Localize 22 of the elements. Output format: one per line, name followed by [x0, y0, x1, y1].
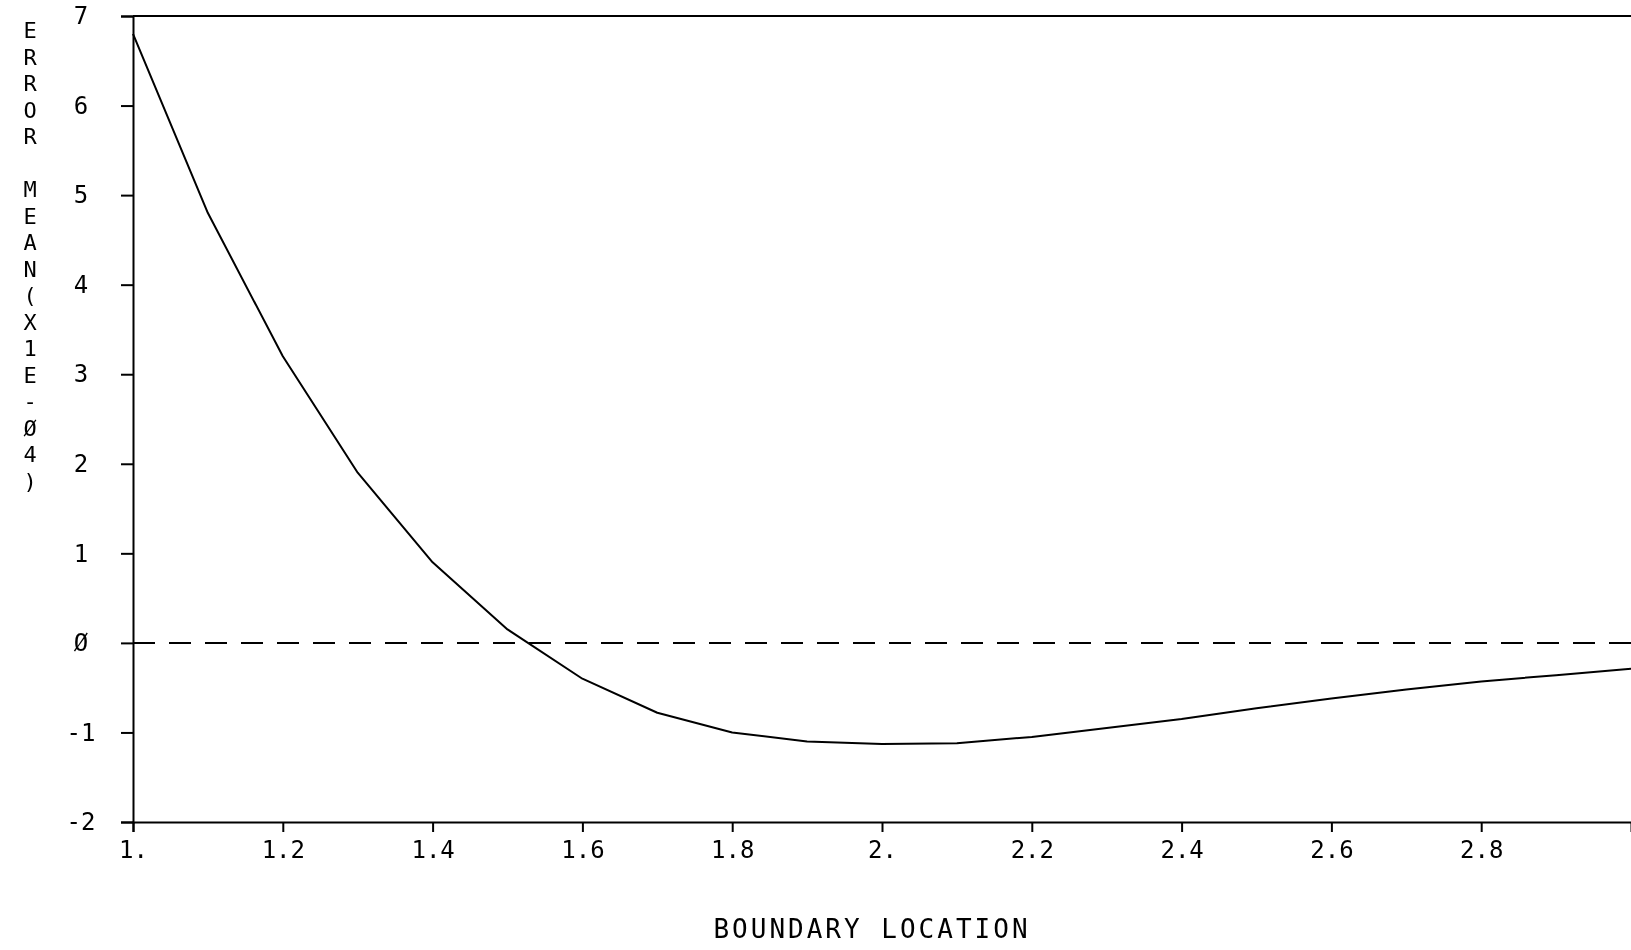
y-tick-label: 2	[73, 449, 89, 478]
x-tick-label: 2.4	[1160, 836, 1204, 864]
x-tick-label: 1.	[119, 836, 148, 864]
y-tick-label: 1	[73, 539, 89, 568]
x-tick-label: 1.2	[261, 836, 305, 864]
y-tick-label: -1	[66, 718, 96, 747]
y-tick-label: Ø	[73, 629, 89, 658]
x-tick-label: 2.6	[1310, 836, 1354, 864]
x-tick-label: 1.4	[411, 836, 455, 864]
x-tick-label: 2.	[868, 836, 897, 864]
y-tick-label: -2	[66, 808, 96, 837]
x-axis-title: BOUNDARY LOCATION	[713, 914, 1031, 944]
y-tick-label: 7	[73, 2, 89, 31]
y-tick-label: 6	[73, 91, 89, 120]
y-tick-label: 5	[73, 181, 89, 210]
x-tick-label: 1.6	[561, 836, 605, 864]
text: ERROR MEAN(X1E-Ø4)	[23, 18, 37, 494]
y-tick-label: 3	[73, 360, 89, 389]
x-tick-label: 2.2	[1010, 836, 1054, 864]
x-tick-label: 1.8	[711, 836, 755, 864]
x-tick-label: 2.8	[1460, 836, 1504, 864]
y-tick-label: 4	[73, 270, 89, 299]
